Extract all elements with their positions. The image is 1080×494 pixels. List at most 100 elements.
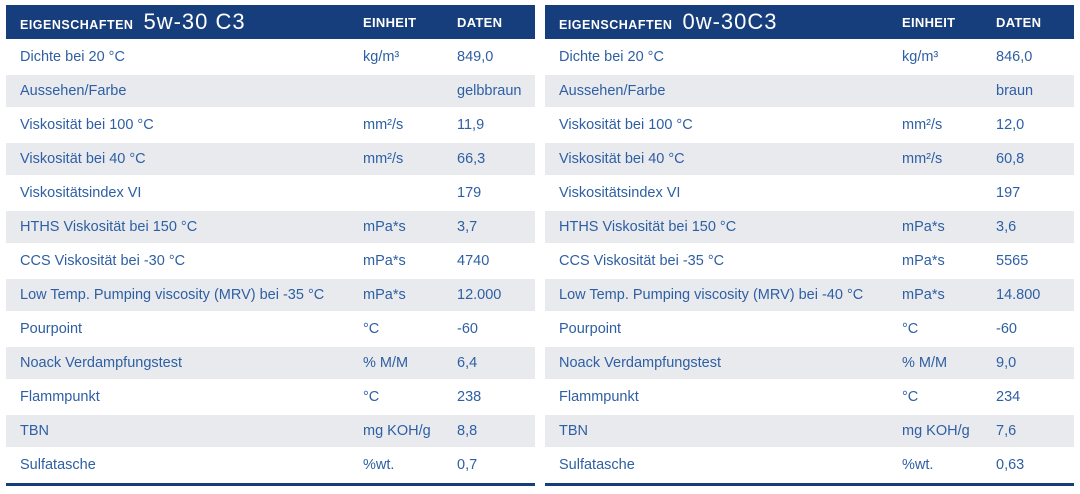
unit-cell: mg KOH/g: [363, 423, 431, 439]
table-row: Viskosität bei 100 °C mm²/s 11,9: [6, 109, 535, 141]
value-cell: gelbbraun: [457, 83, 522, 99]
table-row: Aussehen/Farbe braun: [545, 75, 1074, 107]
table-row: HTHS Viskosität bei 150 °C mPa*s 3,6: [545, 211, 1074, 243]
table-row: Pourpoint °C -60: [545, 313, 1074, 345]
oil-grade-label: 0w-30C3: [682, 9, 778, 34]
properties-table: EIGENSCHAFTEN 5w-30 C3 EINHEIT DATEN Dic…: [6, 5, 535, 486]
unit-cell: °C: [902, 321, 919, 337]
value-cell: 179: [457, 185, 482, 201]
property-cell: Viskositätsindex VI: [20, 185, 142, 201]
property-cell: Low Temp. Pumping viscosity (MRV) bei -3…: [20, 287, 325, 303]
unit-cell: °C: [902, 389, 919, 405]
unit-cell: mPa*s: [363, 287, 406, 303]
property-cell: Pourpoint: [20, 321, 83, 337]
value-cell: 9,0: [996, 355, 1017, 371]
oil-grade-label: 5w-30 C3: [143, 9, 246, 34]
value-cell: 846,0: [996, 49, 1033, 65]
table-header: EIGENSCHAFTEN 5w-30 C3 EINHEIT DATEN: [6, 5, 535, 39]
value-cell: -60: [457, 321, 478, 337]
value-cell: 4740: [457, 253, 490, 269]
unit-cell: kg/m³: [363, 49, 400, 65]
value-cell: 11,9: [457, 117, 485, 133]
value-cell: 3,7: [457, 219, 478, 235]
property-cell: Low Temp. Pumping viscosity (MRV) bei -4…: [559, 287, 864, 303]
table-row: TBN mg KOH/g 8,8: [6, 415, 535, 447]
property-cell: HTHS Viskosität bei 150 °C: [20, 219, 198, 235]
value-cell: 0,63: [996, 457, 1025, 473]
value-cell: 8,8: [457, 423, 478, 439]
table-title: EIGENSCHAFTEN 0w-30C3: [559, 9, 902, 35]
value-cell: 0,7: [457, 457, 478, 473]
value-cell: 234: [996, 389, 1021, 405]
property-cell: Flammpunkt: [559, 389, 639, 405]
table-row: Dichte bei 20 °C kg/m³ 846,0: [545, 41, 1074, 73]
unit-cell: mg KOH/g: [902, 423, 970, 439]
table-row: Dichte bei 20 °C kg/m³ 849,0: [6, 41, 535, 73]
value-cell: 849,0: [457, 49, 494, 65]
properties-tables-container: EIGENSCHAFTEN 5w-30 C3 EINHEIT DATEN Dic…: [6, 5, 1074, 486]
property-cell: Viskositätsindex VI: [559, 185, 681, 201]
table-row: Sulfatasche %wt. 0,63: [545, 449, 1074, 481]
property-cell: Aussehen/Farbe: [20, 83, 127, 99]
table-row: Noack Verdampfungstest % M/M 6,4: [6, 347, 535, 379]
property-cell: Viskosität bei 100 °C: [559, 117, 693, 133]
unit-cell: kg/m³: [902, 49, 939, 65]
unit-cell: % M/M: [902, 355, 948, 371]
property-cell: Viskosität bei 40 °C: [559, 151, 685, 167]
value-cell: 6,4: [457, 355, 478, 371]
table-row: Sulfatasche %wt. 0,7: [6, 449, 535, 481]
table-title-label: EIGENSCHAFTEN: [20, 18, 134, 32]
unit-cell: mPa*s: [902, 219, 945, 235]
unit-cell: % M/M: [363, 355, 409, 371]
unit-cell: %wt.: [363, 457, 395, 473]
property-cell: Sulfatasche: [559, 457, 635, 473]
unit-cell: mPa*s: [363, 219, 406, 235]
table-row: Low Temp. Pumping viscosity (MRV) bei -4…: [545, 279, 1074, 311]
property-cell: Noack Verdampfungstest: [559, 355, 722, 371]
value-cell: 3,6: [996, 219, 1017, 235]
table-row: Viskosität bei 40 °C mm²/s 60,8: [545, 143, 1074, 175]
property-cell: Viskosität bei 100 °C: [20, 117, 154, 133]
table-row: Viskositätsindex VI 197: [545, 177, 1074, 209]
value-cell: -60: [996, 321, 1017, 337]
value-cell: 66,3: [457, 151, 486, 167]
property-cell: Flammpunkt: [20, 389, 100, 405]
property-cell: Noack Verdampfungstest: [20, 355, 183, 371]
unit-cell: mm²/s: [902, 117, 943, 133]
value-cell: braun: [996, 83, 1034, 99]
property-cell: CCS Viskosität bei -30 °C: [20, 253, 186, 269]
unit-cell: °C: [363, 389, 380, 405]
table-row: Pourpoint °C -60: [6, 313, 535, 345]
column-header-einheit: EINHEIT: [363, 14, 417, 30]
table-row: TBN mg KOH/g 7,6: [545, 415, 1074, 447]
unit-cell: mm²/s: [363, 151, 404, 167]
value-cell: 238: [457, 389, 482, 405]
property-cell: Aussehen/Farbe: [559, 83, 666, 99]
unit-cell: mPa*s: [902, 287, 945, 303]
property-cell: Dichte bei 20 °C: [559, 49, 664, 65]
property-cell: Sulfatasche: [20, 457, 96, 473]
table-row: CCS Viskosität bei -35 °C mPa*s 5565: [545, 245, 1074, 277]
property-cell: Pourpoint: [559, 321, 622, 337]
table-row: Low Temp. Pumping viscosity (MRV) bei -3…: [6, 279, 535, 311]
column-header-daten: DATEN: [996, 14, 1042, 30]
table-body: Dichte bei 20 °C kg/m³ 846,0 Aussehen/Fa…: [545, 39, 1074, 481]
value-cell: 7,6: [996, 423, 1017, 439]
table-row: Viskosität bei 100 °C mm²/s 12,0: [545, 109, 1074, 141]
table-row: CCS Viskosität bei -30 °C mPa*s 4740: [6, 245, 535, 277]
property-cell: Viskosität bei 40 °C: [20, 151, 146, 167]
value-cell: 60,8: [996, 151, 1025, 167]
table-row: Flammpunkt °C 238: [6, 381, 535, 413]
property-cell: CCS Viskosität bei -35 °C: [559, 253, 725, 269]
table-row: Noack Verdampfungstest % M/M 9,0: [545, 347, 1074, 379]
table-title: EIGENSCHAFTEN 5w-30 C3: [20, 9, 363, 35]
value-cell: 12.000: [457, 287, 502, 303]
value-cell: 14.800: [996, 287, 1041, 303]
table-row: Flammpunkt °C 234: [545, 381, 1074, 413]
table-row: Viskosität bei 40 °C mm²/s 66,3: [6, 143, 535, 175]
property-cell: HTHS Viskosität bei 150 °C: [559, 219, 737, 235]
unit-cell: mm²/s: [363, 117, 404, 133]
table-row: Viskositätsindex VI 179: [6, 177, 535, 209]
unit-cell: mm²/s: [902, 151, 943, 167]
